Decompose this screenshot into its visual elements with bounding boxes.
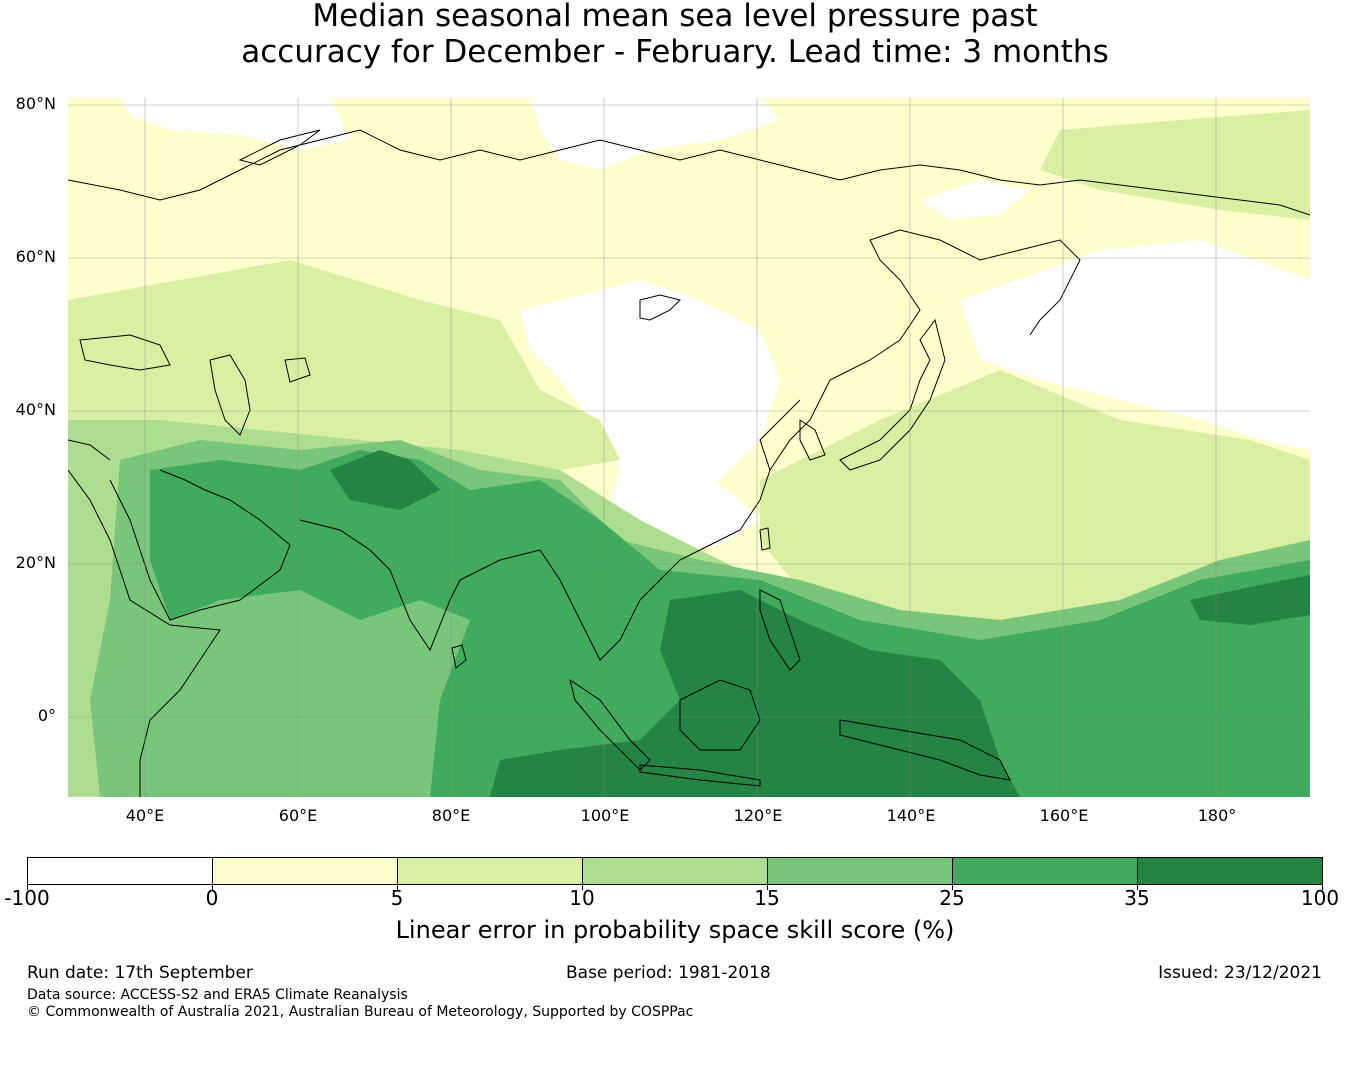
colorbar-tick-label: 25 bbox=[939, 886, 965, 910]
coast-philippines bbox=[759, 589, 801, 671]
base-period: Base period: 1981-2018 bbox=[566, 963, 771, 983]
colorbar-segment bbox=[398, 858, 583, 884]
region-35-100-maritime bbox=[490, 590, 1020, 797]
region-35-100-himalaya bbox=[330, 450, 440, 510]
title-line-1: Median seasonal mean sea level pressure … bbox=[312, 0, 1038, 34]
gridlines bbox=[68, 98, 1310, 797]
region-neg-mongolia bbox=[520, 280, 780, 500]
coast-novaya-zemlya bbox=[238, 129, 321, 166]
coast-se-asia bbox=[539, 399, 801, 661]
coast-mediterranean bbox=[68, 439, 111, 461]
coast-baikal bbox=[639, 294, 681, 321]
coast-borneo bbox=[679, 679, 761, 751]
copyright: © Commonwealth of Australia 2021, Austra… bbox=[27, 1004, 694, 1020]
coast-black-sea bbox=[79, 334, 171, 371]
coast-india bbox=[299, 519, 541, 652]
lon-label-140e: 140°E bbox=[886, 806, 936, 825]
region-5-10-arctic-east bbox=[1040, 110, 1310, 220]
lon-label-100e: 100°E bbox=[580, 806, 630, 825]
coast-korea bbox=[799, 419, 826, 461]
coast-arctic bbox=[68, 129, 1310, 216]
colorbar-tick-label: 15 bbox=[754, 886, 780, 910]
colorbar-segment bbox=[953, 858, 1138, 884]
colorbar-segment bbox=[28, 858, 213, 884]
skill-regions bbox=[68, 98, 1310, 797]
coast-caspian bbox=[209, 354, 251, 436]
lon-label-160e: 160°E bbox=[1039, 806, 1089, 825]
region-5-10-central bbox=[68, 260, 620, 470]
run-date: Run date: 17th September bbox=[27, 963, 253, 983]
lon-label-180: 180° bbox=[1197, 806, 1237, 825]
lat-label-40n: 40°N bbox=[15, 400, 56, 419]
colorbar-tick-label: 5 bbox=[390, 886, 404, 910]
lon-label-40e: 40°E bbox=[125, 806, 165, 825]
lon-label-60e: 60°E bbox=[278, 806, 318, 825]
lat-label-0: 0° bbox=[37, 706, 56, 725]
coast-arabia bbox=[109, 469, 291, 621]
title-line-2: accuracy for December - February. Lead t… bbox=[241, 34, 1109, 70]
colorbar-tick-label: 35 bbox=[1124, 886, 1150, 910]
colorbar-tick-label: 0 bbox=[205, 886, 219, 910]
coast-taiwan bbox=[759, 527, 771, 551]
coast-okhotsk bbox=[869, 229, 1081, 336]
region-neg-kamchatka bbox=[920, 180, 1030, 220]
lat-label-80n: 80°N bbox=[15, 94, 56, 113]
colorbar-tick-label: -100 bbox=[4, 886, 50, 910]
colorbar-segment bbox=[768, 858, 953, 884]
issued-date: Issued: 23/12/2021 bbox=[1158, 963, 1322, 983]
coast-java bbox=[639, 764, 761, 787]
lon-label-120e: 120°E bbox=[733, 806, 783, 825]
region-neg-siberia bbox=[530, 98, 780, 170]
coast-aral bbox=[284, 357, 311, 383]
colorbar-segment bbox=[583, 858, 768, 884]
colorbar bbox=[27, 857, 1323, 885]
coast-east-china bbox=[769, 279, 921, 471]
coast-srilanka bbox=[451, 644, 467, 669]
region-25-35-arabia bbox=[180, 470, 420, 600]
colorbar-tick-label: 100 bbox=[1300, 886, 1340, 910]
colorbar-label: Linear error in probability space skill … bbox=[395, 916, 955, 944]
region-35-100-pacific bbox=[1190, 575, 1310, 625]
region-neg-okhotsk bbox=[960, 240, 1310, 450]
coast-new-guinea bbox=[839, 719, 1011, 781]
colorbar-segment bbox=[1138, 858, 1322, 884]
colorbar-tick-label: 10 bbox=[569, 886, 595, 910]
lat-label-20n: 20°N bbox=[15, 553, 56, 572]
coastlines bbox=[68, 129, 1310, 797]
colorbar-segment bbox=[213, 858, 398, 884]
coast-africa bbox=[68, 469, 221, 797]
data-source: Data source: ACCESS-S2 and ERA5 Climate … bbox=[27, 987, 408, 1003]
region-5-10-pacific bbox=[760, 370, 1310, 640]
lat-label-60n: 60°N bbox=[15, 247, 56, 266]
lon-label-80e: 80°E bbox=[431, 806, 471, 825]
